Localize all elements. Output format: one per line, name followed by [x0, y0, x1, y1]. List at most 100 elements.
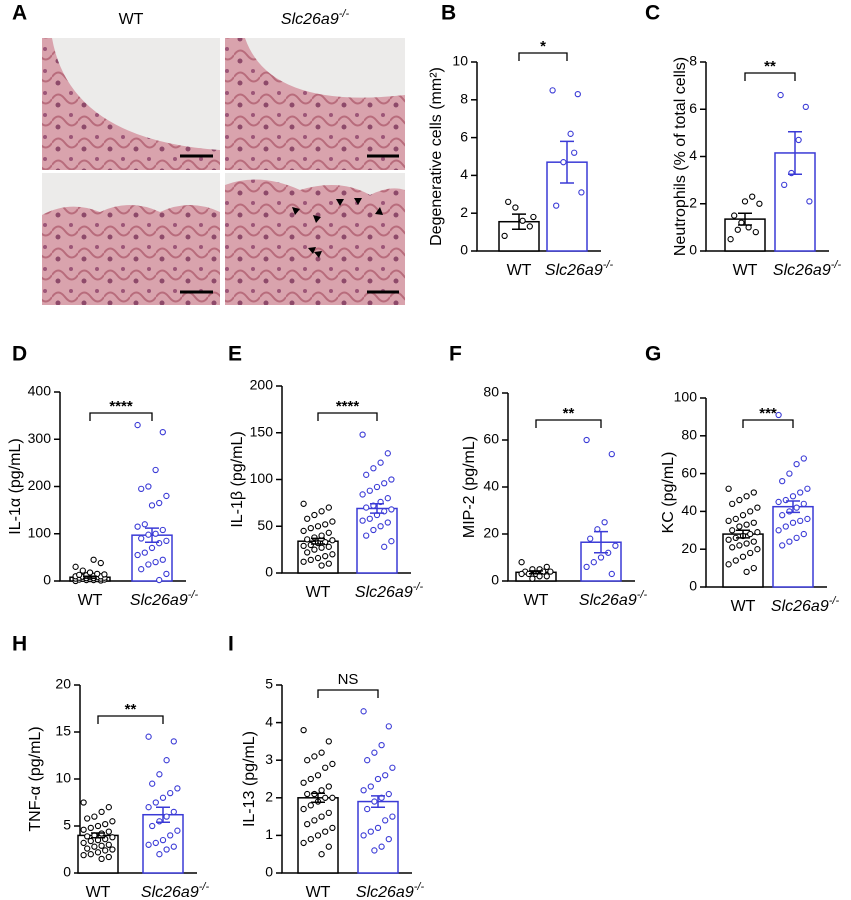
data-point	[307, 524, 314, 532]
data-point	[789, 493, 797, 500]
data-point	[388, 476, 395, 483]
data-point	[779, 478, 786, 485]
data-point	[318, 562, 325, 569]
data-point	[304, 536, 311, 543]
data-point	[101, 571, 108, 578]
data-point	[163, 757, 170, 764]
data-point	[98, 808, 105, 816]
data-point	[105, 853, 112, 861]
data-point	[98, 855, 105, 863]
data-point	[84, 845, 91, 852]
y-tick-label: 4	[460, 166, 468, 182]
data-point	[747, 530, 754, 538]
data-point	[329, 794, 336, 801]
error-bar	[311, 792, 325, 804]
data-point	[775, 411, 782, 419]
data-point	[80, 851, 87, 859]
y-tick-label: 5	[63, 817, 71, 833]
significance-label: *	[540, 38, 546, 55]
panel-letter: D	[12, 343, 27, 366]
data-point	[76, 571, 83, 579]
data-point	[152, 466, 159, 474]
data-point	[384, 450, 391, 457]
error-bar	[91, 832, 105, 839]
data-point	[754, 546, 761, 553]
data-point	[732, 515, 739, 523]
data-point	[325, 543, 332, 550]
data-point	[145, 733, 152, 740]
data-point	[80, 826, 87, 833]
data-point	[148, 544, 156, 552]
data-point	[786, 470, 793, 477]
data-point	[314, 772, 322, 779]
data-point	[97, 559, 104, 567]
data-point	[371, 749, 378, 756]
data-point	[159, 526, 166, 534]
error-bar	[788, 130, 802, 175]
data-point	[367, 828, 374, 835]
data-point	[152, 799, 159, 806]
data-point	[304, 790, 311, 798]
data-point	[543, 563, 550, 571]
data-point	[536, 573, 543, 580]
data-point	[163, 570, 170, 578]
y-tick-label: 100	[28, 524, 52, 540]
data-point	[363, 471, 370, 478]
error-bar	[371, 795, 385, 808]
data-point	[385, 836, 392, 843]
data-point	[804, 515, 811, 523]
data-point	[377, 459, 384, 466]
data-point	[725, 561, 732, 568]
data-point	[163, 813, 170, 820]
data-point	[373, 483, 381, 491]
data-point	[793, 534, 800, 542]
y-tick-label: 100	[250, 470, 274, 486]
significance-bracket	[89, 412, 153, 421]
data-point	[163, 846, 170, 853]
data-point	[159, 429, 166, 436]
data-point	[779, 512, 786, 519]
data-point	[789, 519, 797, 526]
data-point	[300, 542, 307, 550]
data-point	[307, 556, 314, 564]
data-point	[141, 549, 148, 556]
data-point	[98, 842, 105, 849]
data-point	[381, 480, 388, 487]
tissue	[42, 205, 220, 305]
x-tick-label: WT	[86, 884, 111, 900]
data-point	[359, 517, 366, 524]
data-point	[84, 815, 91, 822]
data-point	[80, 839, 87, 847]
data-point	[359, 431, 366, 438]
data-point	[318, 508, 325, 515]
data-point	[318, 749, 325, 756]
data-point	[314, 554, 322, 562]
data-point	[741, 198, 749, 205]
data-point	[597, 554, 605, 561]
data-point	[382, 772, 389, 779]
data-point	[734, 226, 741, 233]
y-tick-label: 40	[483, 478, 499, 494]
data-point	[743, 493, 750, 500]
data-point	[102, 847, 109, 854]
y-tick-label: 3	[265, 751, 273, 767]
significance-bracket	[97, 715, 164, 724]
data-point	[389, 813, 396, 820]
data-point	[300, 500, 307, 507]
tissue	[225, 38, 405, 170]
y-axis-label: TNF-α (pg/mL)	[27, 726, 44, 831]
panel: B 0 2 4 6 8 10 Degenerative cells (mm²) WT Slc26a…	[428, 2, 613, 280]
data-point	[156, 818, 163, 825]
data-point	[318, 787, 325, 794]
error-bar	[594, 530, 608, 554]
y-tick-label: 50	[257, 517, 273, 533]
x-tick-label: Slc26a9-/-	[773, 259, 842, 279]
data-point	[378, 843, 385, 850]
significance-label: **	[563, 405, 575, 422]
y-tick-label: 15	[55, 723, 71, 739]
panel-letter: A	[12, 2, 27, 25]
data-point	[325, 560, 332, 567]
data-point	[152, 530, 159, 537]
tissue	[42, 38, 220, 170]
